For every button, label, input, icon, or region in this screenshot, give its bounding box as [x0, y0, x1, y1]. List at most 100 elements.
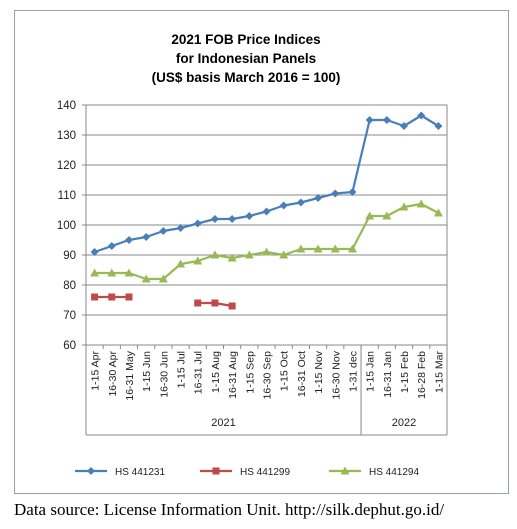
x-tick-label: 1-15 Oct [279, 351, 291, 391]
chart-title-line: 2021 FOB Price Indices [171, 32, 320, 47]
legend: HS 441231 HS 441299 HS 441294 [75, 466, 419, 478]
x-tick-label: 1-15 Mar [433, 350, 445, 393]
data-point [108, 293, 116, 301]
data-point [210, 250, 220, 259]
data-point [262, 207, 271, 216]
x-tick-label: 16-30 Jun [158, 351, 170, 398]
x-tick-label: 16-30 Nov [330, 350, 342, 399]
data-point [159, 227, 168, 235]
chart-title-line: for Indonesian Panels [176, 51, 316, 66]
chart-title: 2021 FOB Price Indices for Indonesian Pan… [152, 32, 341, 85]
data-point [340, 466, 350, 475]
group-label: 2021 [211, 417, 235, 429]
data-point [279, 201, 288, 210]
x-tick-label: 16-31 May [124, 350, 136, 400]
series-hs-441231 [90, 111, 443, 256]
data-point [296, 198, 305, 207]
x-tick-label: 1-31 dec [347, 351, 359, 392]
x-tick-label: 16-28 Feb [416, 351, 428, 399]
legend-item: HS 441231 [75, 467, 165, 478]
data-point [227, 253, 237, 262]
data-point [212, 467, 220, 475]
data-point [125, 293, 133, 301]
x-tick-label: 16-30 Apr [107, 351, 119, 397]
data-point [142, 233, 151, 241]
data-point [348, 188, 357, 196]
data-point [210, 215, 219, 223]
data-point [382, 116, 391, 124]
y-tick-label: 80 [63, 280, 76, 292]
data-point [313, 244, 323, 253]
x-tick-label: 1-15 Nov [313, 350, 325, 393]
chart-title-line: (US$ basis March 2016 = 100) [152, 70, 341, 85]
legend-label: HS 441299 [240, 467, 290, 478]
y-tick-label: 70 [63, 310, 76, 322]
data-point [365, 211, 375, 220]
data-point [211, 299, 219, 307]
y-tick-label: 100 [57, 220, 76, 232]
data-point [141, 274, 151, 283]
data-point [124, 236, 133, 244]
data-point [314, 194, 323, 202]
data-point [90, 268, 100, 277]
x-tick-label: 16-31 Jul [193, 351, 205, 394]
data-point [399, 202, 409, 211]
x-tick-label: 16-31 Aug [227, 351, 239, 399]
data-point [400, 122, 409, 130]
data-point [279, 250, 289, 259]
data-point [228, 215, 237, 223]
data-point [87, 467, 95, 475]
data-point [193, 219, 202, 228]
data-point [124, 268, 134, 277]
x-tick-label: 16-31 Oct [296, 351, 308, 397]
x-tick-label: 1-15 Aug [210, 351, 222, 393]
group-label: 2022 [392, 417, 416, 429]
source-note: Data source: License Information Unit. h… [14, 500, 445, 519]
data-point [194, 299, 202, 307]
legend-item: HS 441294 [329, 466, 419, 478]
plot-area: 60 70 80 90 100 110 120 130 140 1-15 Apr 16-30 Apr… [57, 100, 448, 436]
legend-label: HS 441231 [115, 467, 165, 478]
data-point [365, 116, 374, 124]
data-point [91, 293, 99, 301]
x-tick-label: 1-15 Apr [90, 351, 102, 391]
data-point [416, 199, 426, 208]
data-point [107, 242, 116, 250]
data-point [176, 259, 186, 268]
y-tick-label: 60 [63, 340, 76, 352]
y-tick-label: 130 [57, 130, 76, 142]
data-point [331, 189, 340, 198]
data-point [107, 268, 117, 277]
y-tick-label: 90 [63, 250, 76, 262]
data-point [176, 224, 185, 232]
data-point [193, 256, 203, 265]
x-tick-label: 1-15 Jun [141, 351, 153, 392]
x-tick-label: 1-15 Feb [399, 351, 411, 393]
data-point [296, 244, 306, 253]
data-point [434, 122, 443, 130]
chart-svg: 2021 FOB Price Indices for Indonesian Pan… [57, 32, 448, 478]
series-hs-441294 [90, 199, 443, 283]
data-point [245, 212, 254, 220]
y-tick-label: 120 [57, 160, 76, 172]
data-point [262, 247, 271, 256]
x-tick-label: 1-15 Jul [176, 351, 188, 388]
y-tick-label: 140 [57, 100, 76, 112]
data-point [244, 250, 254, 259]
x-tick-label: 1-15 Jan [365, 351, 377, 392]
data-point [382, 211, 392, 220]
data-point [417, 111, 426, 120]
x-tick-label: 16-31 Jan [382, 351, 394, 398]
data-point [158, 274, 168, 283]
data-point [228, 302, 236, 310]
x-tick-label: 1-15 Sep [244, 351, 256, 394]
data-point [90, 248, 99, 256]
series-hs-441299 [91, 293, 236, 310]
y-tick-label: 110 [58, 190, 76, 202]
legend-item: HS 441299 [200, 467, 290, 478]
data-point [347, 244, 357, 253]
data-point [433, 208, 443, 217]
legend-label: HS 441294 [369, 467, 419, 478]
chart-frame: 2021 FOB Price Indices for Indonesian Pan… [14, 10, 509, 494]
data-point [330, 244, 340, 253]
